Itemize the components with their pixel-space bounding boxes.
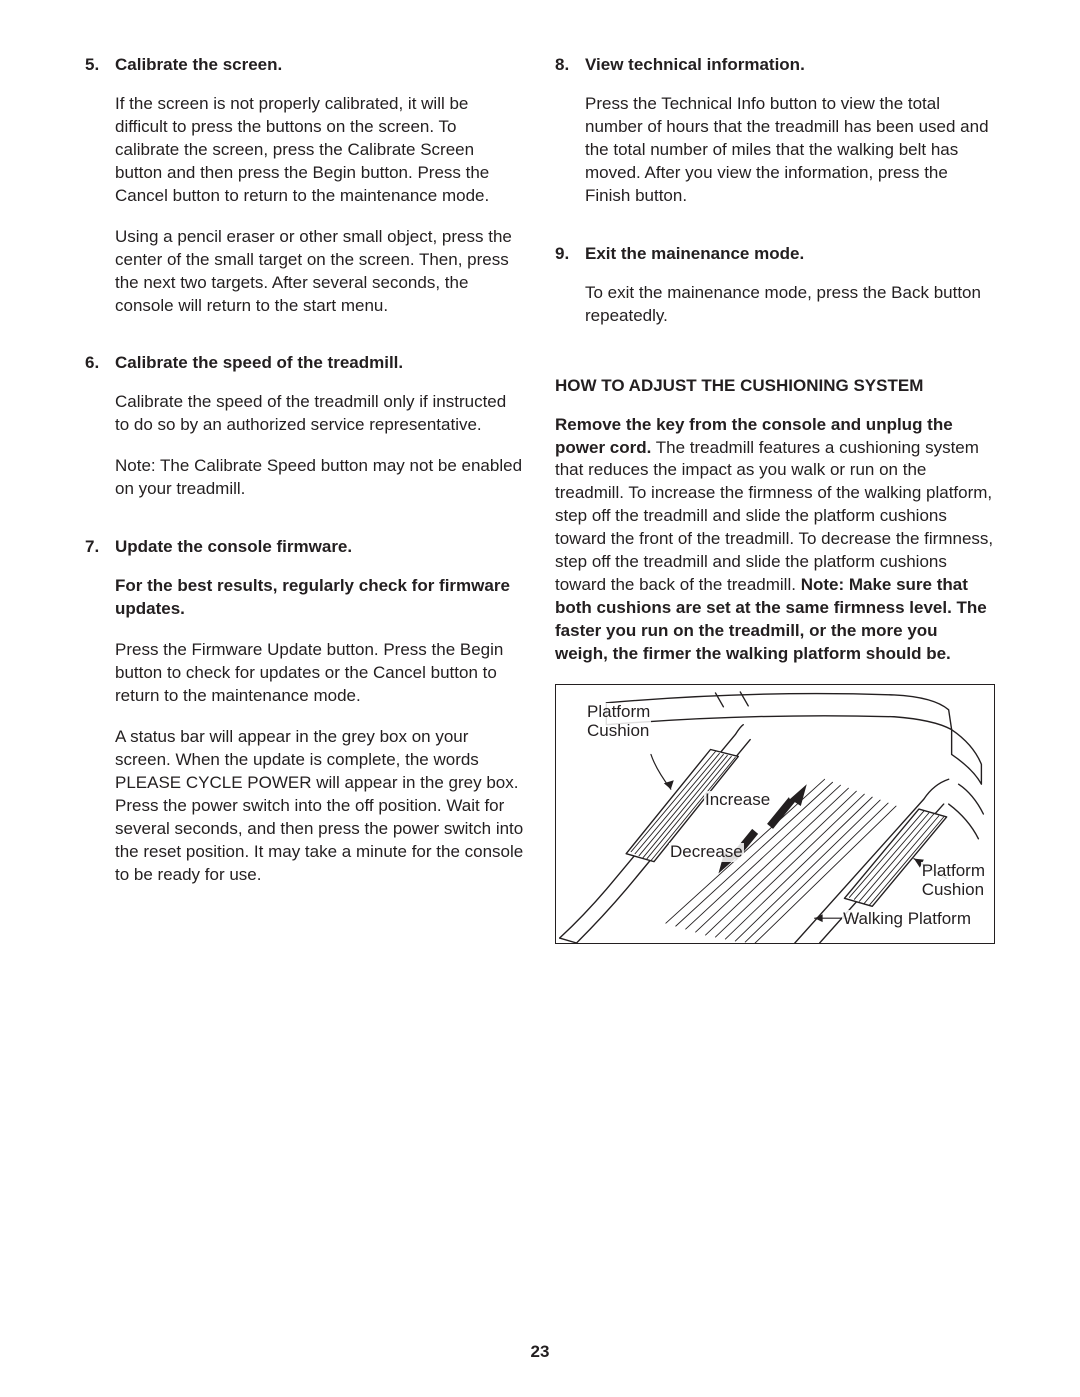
step-body: View technical information. Press the Te… [585,55,995,226]
step-number: 5. [85,55,115,335]
step-8: 8. View technical information. Press the… [555,55,995,226]
step-paragraph: Press the Technical Info button to view … [585,93,995,208]
step-paragraph: Press the Firmware Update button. Press … [115,639,525,708]
step-7: 7. Update the console firmware. For the … [85,537,525,904]
step-title: Calibrate the speed of the treadmill. [115,353,525,373]
step-paragraph: To exit the mainenance mode, press the B… [585,282,995,328]
step-paragraph: Using a pencil eraser or other small obj… [115,226,525,318]
step-9: 9. Exit the mainenance mode. To exit the… [555,244,995,346]
page: 5. Calibrate the screen. If the screen i… [0,0,1080,944]
step-number: 9. [555,244,585,346]
section-title: HOW TO ADJUST THE CUSHIONING SYSTEM [555,376,995,396]
step-title: View technical information. [585,55,995,75]
diagram-label-walking-platform: Walking Platform [842,910,972,929]
diagram-label-increase: Increase [704,791,771,810]
step-5: 5. Calibrate the screen. If the screen i… [85,55,525,335]
step-title: Exit the mainenance mode. [585,244,995,264]
step-paragraph: Note: The Calibrate Speed button may not… [115,455,525,501]
step-body: Update the console firmware. For the bes… [115,537,525,904]
step-body: Calibrate the screen. If the screen is n… [115,55,525,335]
step-bold-paragraph: For the best results, regularly check fo… [115,575,525,621]
step-6: 6. Calibrate the speed of the treadmill.… [85,353,525,519]
step-body: Exit the mainenance mode. To exit the ma… [585,244,995,346]
left-column: 5. Calibrate the screen. If the screen i… [85,55,525,944]
step-paragraph: Calibrate the speed of the treadmill onl… [115,391,525,437]
step-title: Calibrate the screen. [115,55,525,75]
step-number: 8. [555,55,585,226]
cushion-diagram: Platform Cushion Increase Decrease Platf… [555,684,995,944]
diagram-label-decrease: Decrease [669,843,744,862]
right-column: 8. View technical information. Press the… [555,55,995,944]
step-paragraph: If the screen is not properly calibrated… [115,93,525,208]
diagram-label-platform-cushion-right: Platform Cushion [921,862,986,899]
step-number: 7. [85,537,115,904]
step-paragraph: A status bar will appear in the grey box… [115,726,525,887]
cushion-paragraph: Remove the key from the console and unpl… [555,414,995,666]
cushion-body: The treadmill features a cushioning syst… [555,438,993,595]
step-body: Calibrate the speed of the treadmill. Ca… [115,353,525,519]
step-number: 6. [85,353,115,519]
diagram-label-platform-cushion-left: Platform Cushion [586,703,651,740]
page-number: 23 [0,1342,1080,1362]
step-title: Update the console firmware. [115,537,525,557]
